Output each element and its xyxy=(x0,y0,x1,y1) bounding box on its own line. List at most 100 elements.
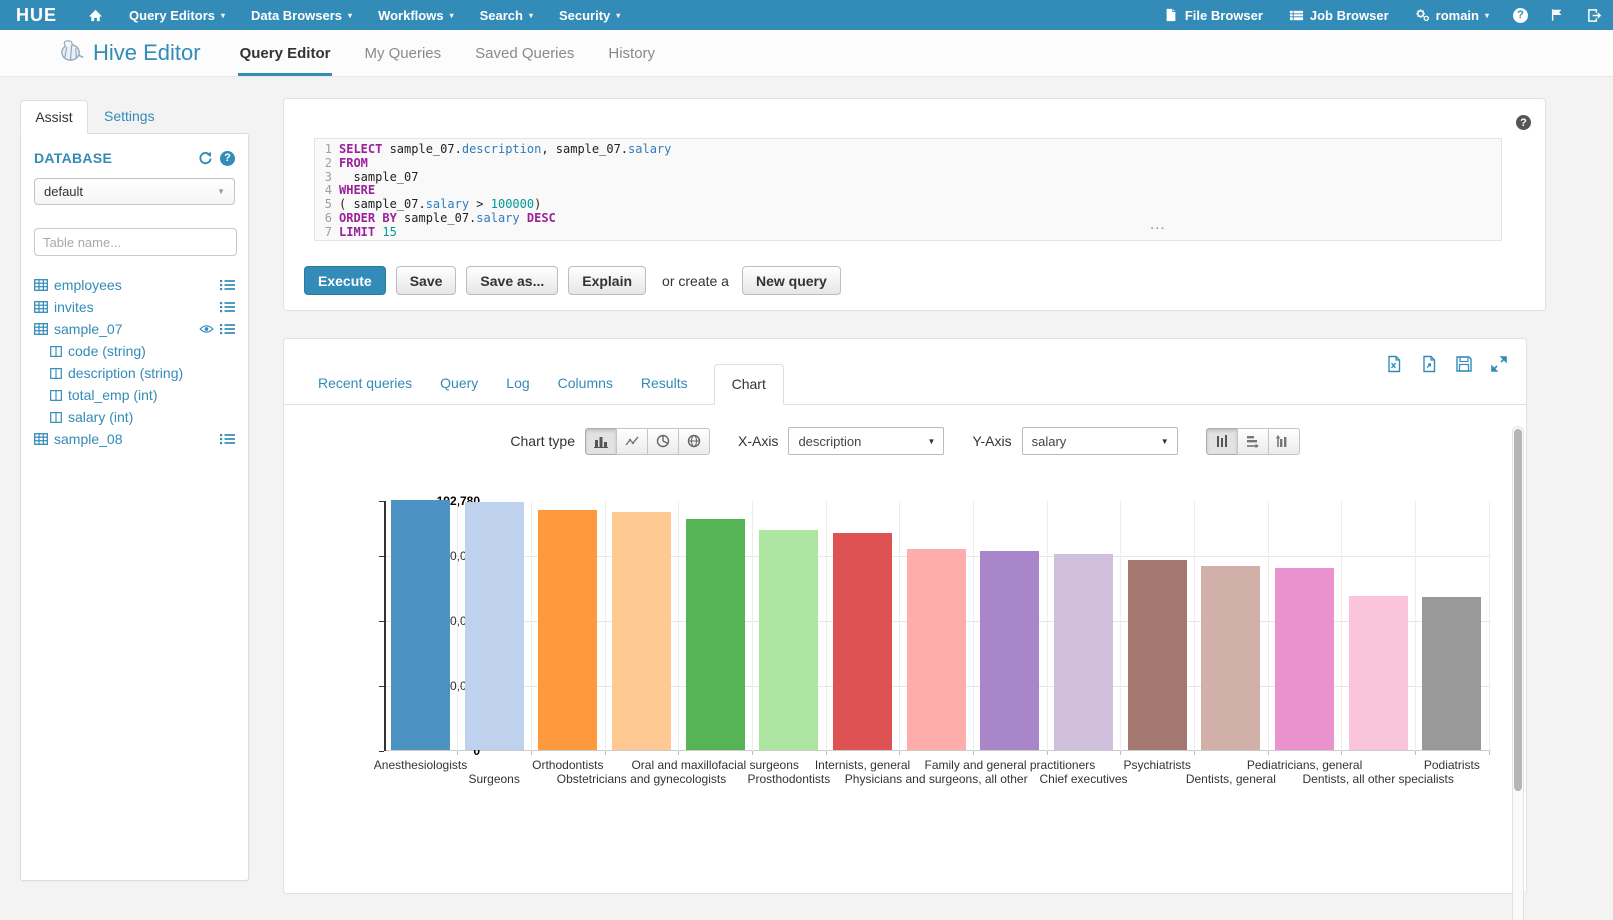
menu-data-browsers[interactable]: Data Browsers ▾ xyxy=(238,0,365,30)
bar-oral-and-maxillofacial-surgeons[interactable] xyxy=(685,518,745,750)
results-tab-columns[interactable]: Columns xyxy=(557,375,613,391)
scrollbar-thumb[interactable] xyxy=(1514,429,1522,791)
column-item-salary-int[interactable]: salary (int) xyxy=(21,406,248,428)
tab-saved-queries[interactable]: Saved Queries xyxy=(475,44,575,62)
x-axis-label-orthodontists: Orthodontists xyxy=(532,758,604,772)
editor-help-icon[interactable]: ? xyxy=(1516,115,1531,130)
bar-pediatricians-general[interactable] xyxy=(1275,567,1335,750)
file-browser-button[interactable]: File Browser xyxy=(1151,0,1276,30)
results-tab-log[interactable]: Log xyxy=(506,375,530,391)
bar-prosthodontists[interactable] xyxy=(759,529,819,750)
download-excel-icon[interactable] xyxy=(1385,355,1403,373)
table-menu-icon[interactable] xyxy=(220,323,235,335)
job-browser-button[interactable]: Job Browser xyxy=(1276,0,1402,30)
chart-type-bars-button[interactable] xyxy=(584,427,617,455)
bar-surgeons[interactable] xyxy=(464,501,524,750)
x-tick-mark xyxy=(899,751,901,755)
table-item-invites[interactable]: invites xyxy=(21,296,248,318)
results-tab-chart[interactable]: Chart xyxy=(713,364,784,405)
bar-obstetricians-and-gynecologists[interactable] xyxy=(612,511,671,750)
table-menu-icon[interactable] xyxy=(220,433,235,445)
save-button[interactable]: Save xyxy=(395,266,457,295)
hue-logo[interactable]: HUE xyxy=(0,5,75,26)
x-tick-mark xyxy=(973,751,975,755)
sql-code-editor[interactable]: 1 SELECT sample_07. description, sample_07… xyxy=(314,138,1502,241)
bar-orientation-group xyxy=(1205,427,1300,455)
table-item-sample-08[interactable]: sample_08 xyxy=(21,428,248,450)
v-gridline xyxy=(1046,501,1048,751)
feedback-button[interactable] xyxy=(1539,0,1576,30)
chart-type-pie-button[interactable] xyxy=(646,427,679,455)
chart-type-line-button[interactable] xyxy=(615,427,648,455)
save-as-button[interactable]: Save as... xyxy=(466,266,559,295)
tab-history[interactable]: History xyxy=(608,44,656,62)
code-line: 1 SELECT sample_07. description, sample_07… xyxy=(315,142,1501,157)
tab-assist[interactable]: Assist xyxy=(20,100,88,134)
menu-query-editors[interactable]: Query Editors ▾ xyxy=(116,0,238,30)
column-item-total-emp-int[interactable]: total_emp (int) xyxy=(21,384,248,406)
help-button[interactable]: ? xyxy=(1502,0,1539,30)
bar-dentists-all-other-specialists[interactable] xyxy=(1348,596,1408,750)
top-navbar: HUE Query Editors ▾ Data Browsers ▾ Workflow… xyxy=(0,0,1613,30)
results-tab-results[interactable]: Results xyxy=(640,375,688,391)
bar-internists-general[interactable] xyxy=(833,533,893,750)
sign-out-button[interactable] xyxy=(1576,0,1613,30)
tab-my-queries[interactable]: My Queries xyxy=(364,44,442,62)
results-tab-query[interactable]: Query xyxy=(440,375,479,391)
bars-horizontal-button[interactable] xyxy=(1267,427,1300,455)
x-axis-select[interactable]: description ▼ xyxy=(788,427,945,455)
bar-physicians-and-surgeons-all-other[interactable] xyxy=(906,548,966,750)
select-caret-icon: ▼ xyxy=(1160,436,1169,446)
table-menu-icon[interactable] xyxy=(220,279,235,291)
bar-family-and-general-practitioners[interactable] xyxy=(980,550,1040,750)
database-select[interactable]: default ▼ xyxy=(34,178,235,205)
job-browser-label: Job Browser xyxy=(1309,7,1389,23)
table-filter-input[interactable] xyxy=(34,228,237,256)
y-tick-mark xyxy=(379,501,384,502)
tab-settings[interactable]: Settings xyxy=(104,108,155,124)
resize-grip[interactable]: ... xyxy=(1150,216,1166,233)
line-number: 1 xyxy=(324,142,332,156)
assist-help-icon[interactable]: ? xyxy=(220,150,235,166)
x-axis-label-obstetricians-and-gynecologists: Obstetricians and gynecologists xyxy=(556,772,727,786)
column-item-description-string[interactable]: description (string) xyxy=(21,362,248,384)
bar-orthodontists[interactable] xyxy=(538,509,598,750)
expand-results-icon[interactable] xyxy=(1490,355,1508,373)
tab-assist-label: Assist xyxy=(35,109,73,125)
refresh-icon[interactable] xyxy=(198,151,213,166)
bars-stacked-button[interactable] xyxy=(1236,427,1269,455)
table-item-employees[interactable]: employees xyxy=(21,274,248,296)
bar-dentists-general[interactable] xyxy=(1201,565,1261,750)
preview-eye-icon[interactable] xyxy=(199,324,214,334)
table-name: sample_08 xyxy=(54,431,123,447)
bar-psychiatrists[interactable] xyxy=(1127,560,1187,750)
column-item-code-string[interactable]: code (string) xyxy=(21,340,248,362)
table-menu-icon[interactable] xyxy=(220,301,235,313)
menu-security[interactable]: Security ▾ xyxy=(546,0,633,30)
y-axis-select[interactable]: salary ▼ xyxy=(1021,427,1178,455)
hive-editor-title[interactable]: Hive Editor xyxy=(58,37,201,70)
user-menu[interactable]: romain ▾ xyxy=(1402,0,1502,30)
table-item-sample-07[interactable]: sample_07 xyxy=(21,318,248,340)
save-results-icon[interactable] xyxy=(1455,355,1473,373)
new-query-button[interactable]: New query xyxy=(741,266,841,295)
menu-search[interactable]: Search ▾ xyxy=(467,0,546,30)
chevron-down-icon: ▾ xyxy=(449,10,454,20)
menu-workflows[interactable]: Workflows ▾ xyxy=(365,0,467,30)
table-icon xyxy=(34,301,48,313)
help-icon: ? xyxy=(1513,7,1528,23)
hive-bee-icon xyxy=(58,37,85,70)
download-csv-icon[interactable] xyxy=(1420,355,1438,373)
y-tick-mark xyxy=(379,556,384,558)
bar-chief-executives[interactable] xyxy=(1054,553,1114,750)
bar-anesthesiologists[interactable] xyxy=(391,500,450,750)
chart-type-map-button[interactable] xyxy=(677,427,710,455)
bar-podiatrists[interactable] xyxy=(1422,596,1482,750)
execute-button[interactable]: Execute xyxy=(304,266,386,295)
results-scrollbar[interactable] xyxy=(1512,426,1524,920)
results-tab-recent-queries[interactable]: Recent queries xyxy=(318,375,413,391)
explain-button[interactable]: Explain xyxy=(568,266,647,295)
home-button[interactable] xyxy=(75,0,116,30)
tab-query-editor[interactable]: Query Editor xyxy=(237,30,333,76)
v-gridline xyxy=(1267,501,1269,751)
